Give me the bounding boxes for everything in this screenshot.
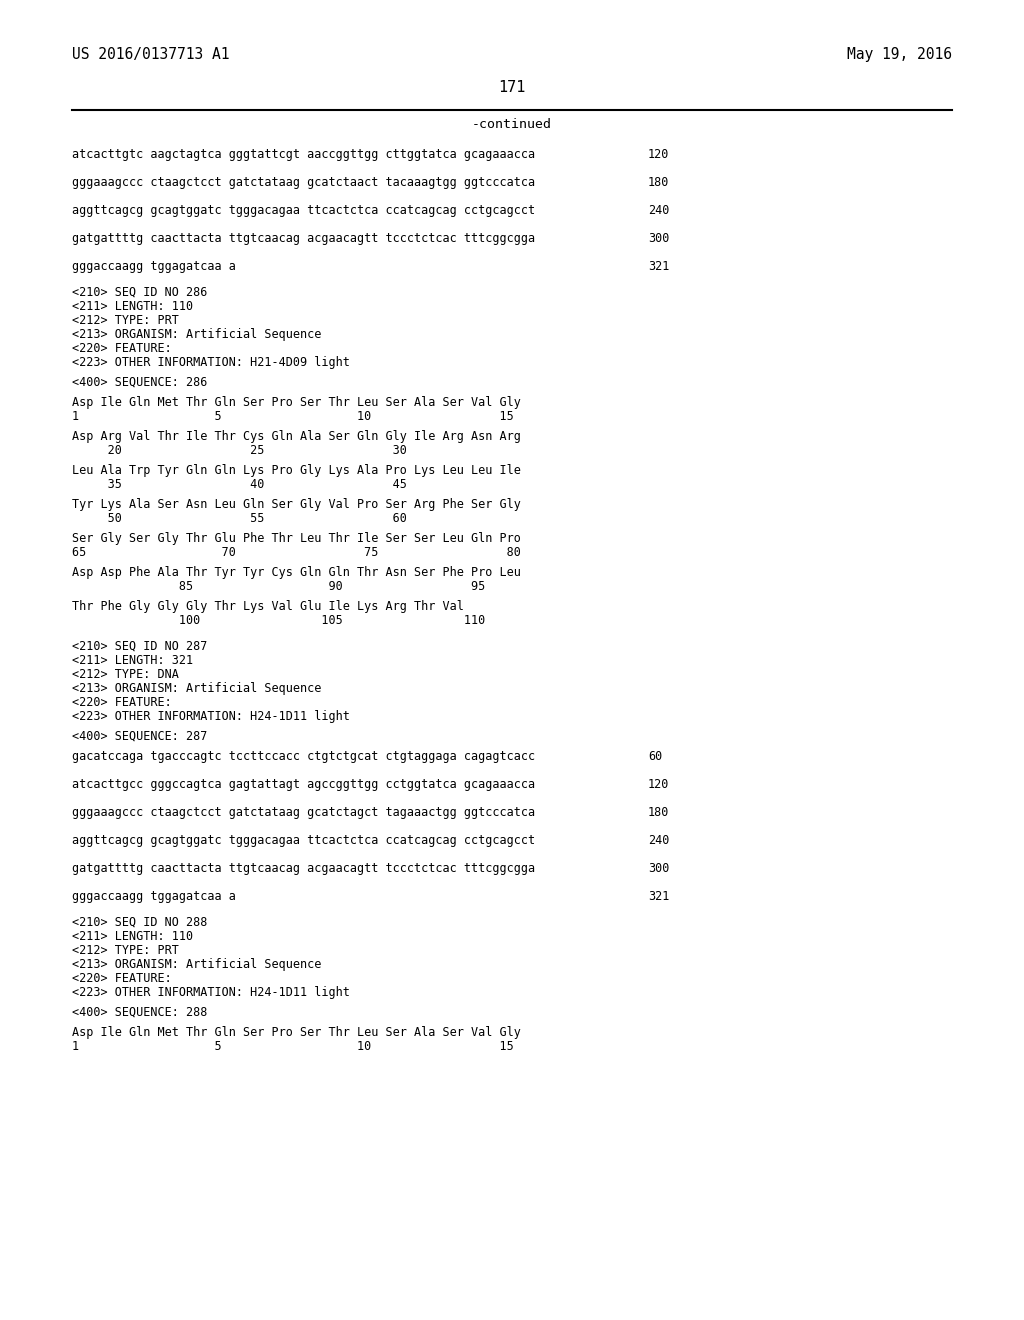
Text: atcacttgcc gggccagtca gagtattagt agccggttgg cctggtatca gcagaaacca: atcacttgcc gggccagtca gagtattagt agccggt… — [72, 777, 536, 791]
Text: Asp Ile Gln Met Thr Gln Ser Pro Ser Thr Leu Ser Ala Ser Val Gly: Asp Ile Gln Met Thr Gln Ser Pro Ser Thr … — [72, 1026, 521, 1039]
Text: 60: 60 — [648, 750, 663, 763]
Text: <400> SEQUENCE: 286: <400> SEQUENCE: 286 — [72, 376, 208, 389]
Text: Asp Ile Gln Met Thr Gln Ser Pro Ser Thr Leu Ser Ala Ser Val Gly: Asp Ile Gln Met Thr Gln Ser Pro Ser Thr … — [72, 396, 521, 409]
Text: 180: 180 — [648, 176, 670, 189]
Text: atcacttgtc aagctagtca gggtattcgt aaccggttgg cttggtatca gcagaaacca: atcacttgtc aagctagtca gggtattcgt aaccggt… — [72, 148, 536, 161]
Text: gatgattttg caacttacta ttgtcaacag acgaacagtt tccctctcac tttcggcgga: gatgattttg caacttacta ttgtcaacag acgaaca… — [72, 862, 536, 875]
Text: -continued: -continued — [472, 117, 552, 131]
Text: gggaccaagg tggagatcaa a: gggaccaagg tggagatcaa a — [72, 890, 236, 903]
Text: Ser Gly Ser Gly Thr Glu Phe Thr Leu Thr Ile Ser Ser Leu Gln Pro: Ser Gly Ser Gly Thr Glu Phe Thr Leu Thr … — [72, 532, 521, 545]
Text: 240: 240 — [648, 205, 670, 216]
Text: 1                   5                   10                  15: 1 5 10 15 — [72, 1040, 514, 1053]
Text: gggaaagccc ctaagctcct gatctataag gcatctaact tacaaagtgg ggtcccatca: gggaaagccc ctaagctcct gatctataag gcatcta… — [72, 176, 536, 189]
Text: 300: 300 — [648, 232, 670, 246]
Text: <212> TYPE: PRT: <212> TYPE: PRT — [72, 314, 179, 327]
Text: May 19, 2016: May 19, 2016 — [847, 48, 952, 62]
Text: <213> ORGANISM: Artificial Sequence: <213> ORGANISM: Artificial Sequence — [72, 682, 322, 696]
Text: 240: 240 — [648, 834, 670, 847]
Text: Leu Ala Trp Tyr Gln Gln Lys Pro Gly Lys Ala Pro Lys Leu Leu Ile: Leu Ala Trp Tyr Gln Gln Lys Pro Gly Lys … — [72, 465, 521, 477]
Text: <210> SEQ ID NO 287: <210> SEQ ID NO 287 — [72, 640, 208, 653]
Text: <211> LENGTH: 321: <211> LENGTH: 321 — [72, 653, 194, 667]
Text: <220> FEATURE:: <220> FEATURE: — [72, 696, 172, 709]
Text: <213> ORGANISM: Artificial Sequence: <213> ORGANISM: Artificial Sequence — [72, 327, 322, 341]
Text: gggaaagccc ctaagctcct gatctataag gcatctagct tagaaactgg ggtcccatca: gggaaagccc ctaagctcct gatctataag gcatcta… — [72, 807, 536, 818]
Text: <220> FEATURE:: <220> FEATURE: — [72, 342, 172, 355]
Text: 120: 120 — [648, 148, 670, 161]
Text: 1                   5                   10                  15: 1 5 10 15 — [72, 411, 514, 422]
Text: <211> LENGTH: 110: <211> LENGTH: 110 — [72, 300, 194, 313]
Text: 65                   70                  75                  80: 65 70 75 80 — [72, 546, 521, 558]
Text: aggttcagcg gcagtggatc tgggacagaa ttcactctca ccatcagcag cctgcagcct: aggttcagcg gcagtggatc tgggacagaa ttcactc… — [72, 205, 536, 216]
Text: 35                  40                  45: 35 40 45 — [72, 478, 407, 491]
Text: US 2016/0137713 A1: US 2016/0137713 A1 — [72, 48, 229, 62]
Text: aggttcagcg gcagtggatc tgggacagaa ttcactctca ccatcagcag cctgcagcct: aggttcagcg gcagtggatc tgggacagaa ttcactc… — [72, 834, 536, 847]
Text: 171: 171 — [499, 81, 525, 95]
Text: Asp Asp Phe Ala Thr Tyr Tyr Cys Gln Gln Thr Asn Ser Phe Pro Leu: Asp Asp Phe Ala Thr Tyr Tyr Cys Gln Gln … — [72, 566, 521, 579]
Text: gggaccaagg tggagatcaa a: gggaccaagg tggagatcaa a — [72, 260, 236, 273]
Text: <213> ORGANISM: Artificial Sequence: <213> ORGANISM: Artificial Sequence — [72, 958, 322, 972]
Text: <211> LENGTH: 110: <211> LENGTH: 110 — [72, 931, 194, 942]
Text: 50                  55                  60: 50 55 60 — [72, 512, 407, 525]
Text: <223> OTHER INFORMATION: H24-1D11 light: <223> OTHER INFORMATION: H24-1D11 light — [72, 710, 350, 723]
Text: <212> TYPE: DNA: <212> TYPE: DNA — [72, 668, 179, 681]
Text: <400> SEQUENCE: 288: <400> SEQUENCE: 288 — [72, 1006, 208, 1019]
Text: <400> SEQUENCE: 287: <400> SEQUENCE: 287 — [72, 730, 208, 743]
Text: Thr Phe Gly Gly Gly Thr Lys Val Glu Ile Lys Arg Thr Val: Thr Phe Gly Gly Gly Thr Lys Val Glu Ile … — [72, 601, 464, 612]
Text: 300: 300 — [648, 862, 670, 875]
Text: gacatccaga tgacccagtc tccttccacc ctgtctgcat ctgtaggaga cagagtcacc: gacatccaga tgacccagtc tccttccacc ctgtctg… — [72, 750, 536, 763]
Text: Tyr Lys Ala Ser Asn Leu Gln Ser Gly Val Pro Ser Arg Phe Ser Gly: Tyr Lys Ala Ser Asn Leu Gln Ser Gly Val … — [72, 498, 521, 511]
Text: gatgattttg caacttacta ttgtcaacag acgaacagtt tccctctcac tttcggcgga: gatgattttg caacttacta ttgtcaacag acgaaca… — [72, 232, 536, 246]
Text: 321: 321 — [648, 890, 670, 903]
Text: 85                   90                  95: 85 90 95 — [72, 579, 485, 593]
Text: <220> FEATURE:: <220> FEATURE: — [72, 972, 172, 985]
Text: 120: 120 — [648, 777, 670, 791]
Text: 180: 180 — [648, 807, 670, 818]
Text: Asp Arg Val Thr Ile Thr Cys Gln Ala Ser Gln Gly Ile Arg Asn Arg: Asp Arg Val Thr Ile Thr Cys Gln Ala Ser … — [72, 430, 521, 444]
Text: <210> SEQ ID NO 286: <210> SEQ ID NO 286 — [72, 286, 208, 300]
Text: <212> TYPE: PRT: <212> TYPE: PRT — [72, 944, 179, 957]
Text: 20                  25                  30: 20 25 30 — [72, 444, 407, 457]
Text: <223> OTHER INFORMATION: H21-4D09 light: <223> OTHER INFORMATION: H21-4D09 light — [72, 356, 350, 370]
Text: 321: 321 — [648, 260, 670, 273]
Text: <210> SEQ ID NO 288: <210> SEQ ID NO 288 — [72, 916, 208, 929]
Text: <223> OTHER INFORMATION: H24-1D11 light: <223> OTHER INFORMATION: H24-1D11 light — [72, 986, 350, 999]
Text: 100                 105                 110: 100 105 110 — [72, 614, 485, 627]
